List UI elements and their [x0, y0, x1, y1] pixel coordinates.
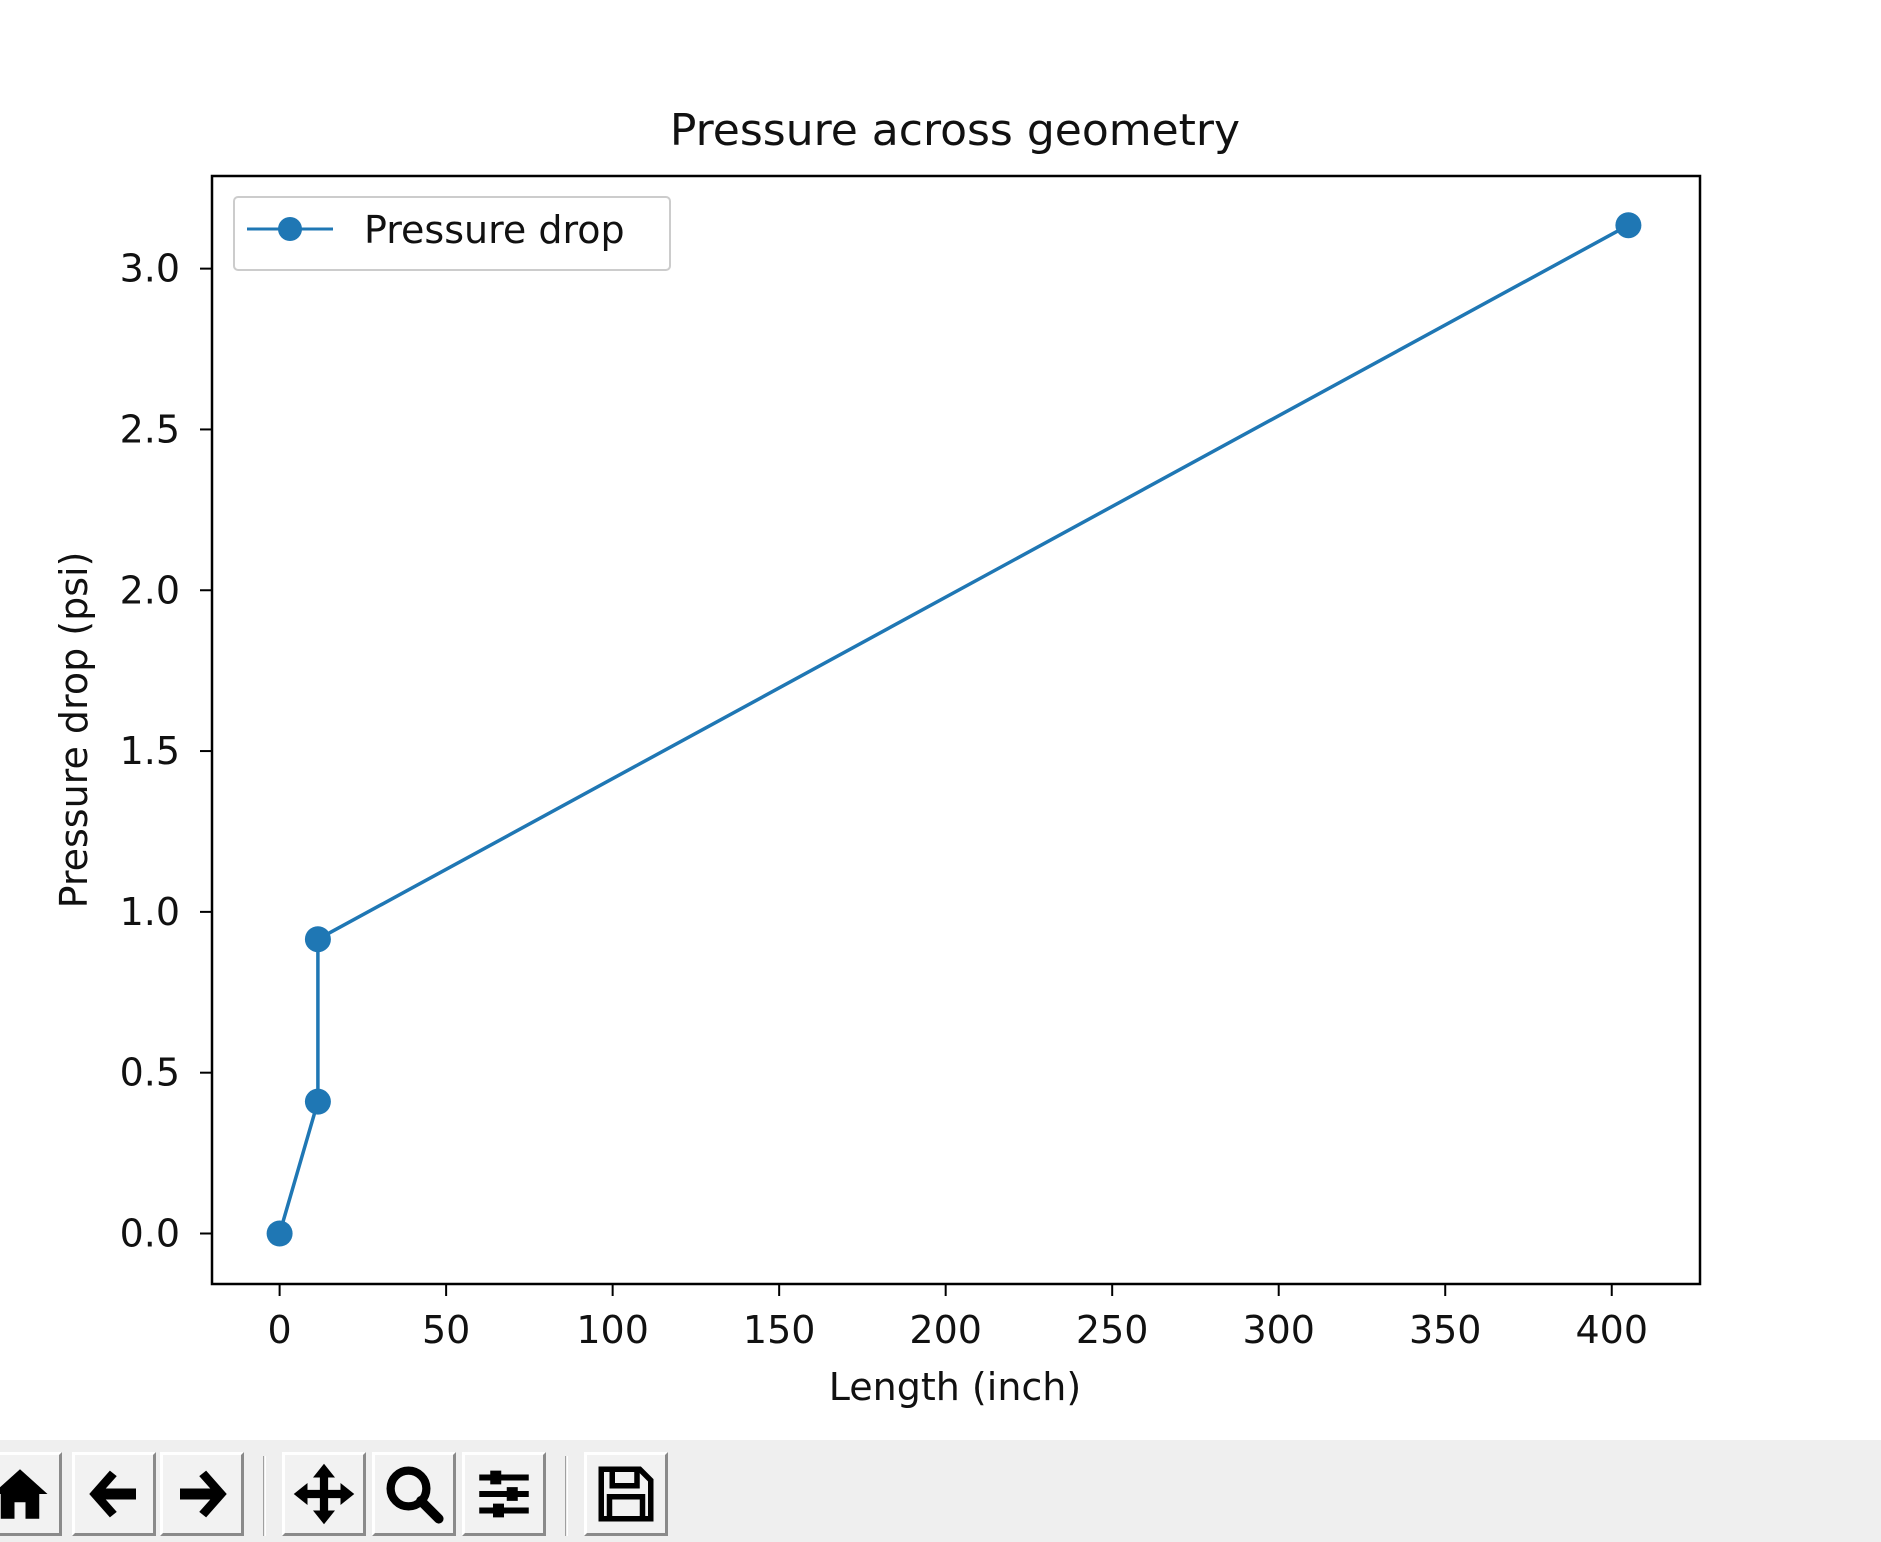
pan-button[interactable] — [282, 1452, 366, 1536]
plot-area-frame — [210, 174, 1702, 1286]
toolbar-separator — [565, 1456, 568, 1536]
back-button[interactable] — [72, 1452, 156, 1536]
data-point — [266, 1220, 293, 1247]
plot-series — [266, 212, 1642, 1247]
legend-marker-swatch — [278, 217, 302, 241]
x-tick-label: 200 — [909, 1308, 982, 1352]
figure: Pressure across geometry 0 50 100 150 200 250… — [52, 105, 1702, 1409]
legend-label: Pressure drop — [364, 208, 625, 252]
x-axis-ticks: 0 50 100 150 200 250 300 350 400 — [268, 1284, 1648, 1352]
chart-title: Pressure across geometry — [670, 105, 1240, 156]
move-icon — [293, 1463, 355, 1525]
y-tick-label: 3.0 — [120, 247, 180, 291]
y-axis-ticks: 0.0 0.5 1.0 1.5 2.0 2.5 3.0 — [120, 247, 212, 1256]
y-tick-label: 2.0 — [120, 568, 180, 612]
floppy-disk-icon — [598, 1466, 654, 1522]
x-tick-label: 0 — [268, 1308, 292, 1352]
save-button[interactable] — [584, 1452, 668, 1536]
data-point — [304, 926, 331, 953]
y-axis-label: Pressure drop (psi) — [52, 552, 96, 909]
zoom-button[interactable] — [372, 1452, 456, 1536]
chart: Pressure across geometry 0 50 100 150 200 250… — [52, 105, 1702, 1409]
toolbar-separator — [263, 1456, 266, 1536]
arrow-left-icon — [89, 1470, 136, 1518]
sliders-icon — [479, 1470, 529, 1518]
legend: Pressure drop — [233, 196, 671, 271]
home-icon — [0, 1469, 48, 1519]
x-tick-label: 100 — [576, 1308, 649, 1352]
x-tick-label: 50 — [422, 1308, 470, 1352]
home-button[interactable] — [0, 1452, 62, 1536]
data-point — [304, 1088, 331, 1115]
x-tick-label: 400 — [1575, 1308, 1648, 1352]
x-tick-label: 150 — [743, 1308, 816, 1352]
magnifier-icon — [386, 1466, 444, 1524]
y-tick-label: 1.0 — [120, 890, 180, 934]
y-tick-label: 0.0 — [120, 1212, 180, 1256]
navigation-toolbar — [0, 1440, 1881, 1542]
x-tick-label: 250 — [1076, 1308, 1149, 1352]
forward-button[interactable] — [160, 1452, 244, 1536]
x-tick-label: 300 — [1242, 1308, 1315, 1352]
x-tick-label: 350 — [1409, 1308, 1482, 1352]
y-tick-label: 1.5 — [120, 729, 180, 773]
y-tick-label: 0.5 — [120, 1051, 180, 1095]
legend-box — [233, 196, 671, 271]
arrow-right-icon — [180, 1470, 227, 1518]
configure-subplots-button[interactable] — [462, 1452, 546, 1536]
x-axis-label: Length (inch) — [829, 1365, 1081, 1409]
y-tick-label: 2.5 — [120, 407, 180, 451]
series-line — [277, 223, 1630, 1234]
data-point — [1615, 212, 1642, 239]
